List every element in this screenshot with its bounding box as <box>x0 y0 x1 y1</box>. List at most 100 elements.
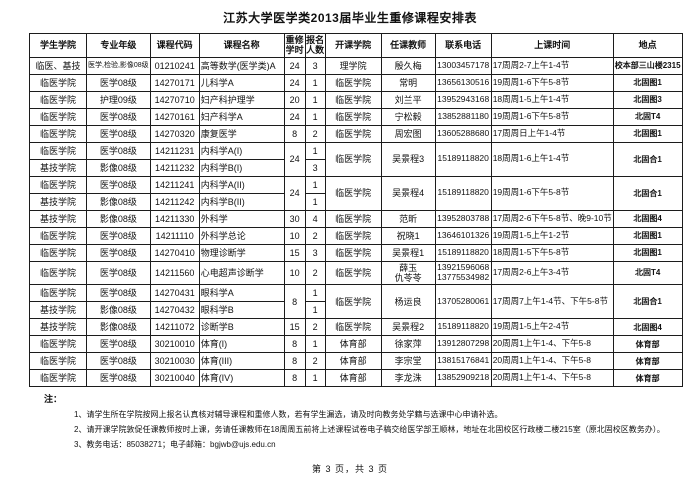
cell-enrollment-count: 2 <box>304 352 326 371</box>
cell-course-code: 14270320 <box>149 124 200 143</box>
cell-course-code: 14211560 <box>149 260 200 286</box>
cell-retake-hours: 24 <box>283 107 306 126</box>
table-row: 临医学院 医学08级 14270161 妇产科学A 24 1 临医学院 宁松毅 13852881… <box>29 107 683 126</box>
cell-course-code: 14270410 <box>149 243 200 262</box>
cell-location: 北固图4 <box>612 318 683 337</box>
table-row: 基技学院 影像08级 14211072 诊断学B 15 2 临医学院 吴景程2 15189118… <box>29 318 683 337</box>
cell-retake-hours: 8 <box>283 284 306 320</box>
cell-course-name: 体育(I) <box>198 335 285 354</box>
cell-phone: 15189118820 <box>434 175 492 211</box>
cell-course-code: 14211231 <box>149 141 200 160</box>
table-row: 临医学院 医学08级 14270431 眼科学A 8 1 临医学院 杨运良 1370528006… <box>29 284 683 320</box>
cell-retake-hours: 24 <box>283 73 306 92</box>
cell-student-college: 临医学院 <box>29 369 87 388</box>
cell-course-name: 物理诊断学 <box>198 243 285 262</box>
cell-teacher: 宁松毅 <box>380 107 436 126</box>
cell-phone: 13952943168 <box>434 90 492 109</box>
cell-phone: 13605288680 <box>434 124 492 143</box>
cell-student-college: 临医学院 <box>29 260 87 286</box>
cell-retake-hours: 20 <box>283 90 306 109</box>
cell-class-time: 17周周2-6上午3-4节 <box>490 260 614 286</box>
cell-student-college: 临医学院 <box>29 226 87 245</box>
cell-student-college: 基技学院 <box>29 192 87 211</box>
cell-major-grade: 医学08级 <box>86 352 151 371</box>
cell-course-name: 内科学A(II) <box>198 175 285 194</box>
cell-class-time: 17周周7上午1-4节、下午5-8节 <box>490 284 614 320</box>
table-row: 临医学院 医学08级 14270171 儿科学A 24 1 临医学院 常明 1365613051… <box>29 73 683 92</box>
cell-enrollment-count: 4 <box>304 209 326 228</box>
table-row: 临医、基技 医学,检验,影像08级 01210241 高等数学(医学类)A 24 3 理学院… <box>29 56 683 75</box>
cell-major-grade: 医学08级 <box>86 335 151 354</box>
cell-class-time: 19周周1-5上午1-2节 <box>490 226 614 245</box>
cell-enrollment-count: 1 <box>304 192 326 211</box>
cell-location: 北固图1 <box>612 226 683 245</box>
cell-teacher: 薛玉 仇苓苓 <box>380 260 436 286</box>
cell-enrollment-count: 2 <box>304 318 326 337</box>
cell-phone: 13852881180 <box>434 107 492 126</box>
cell-offering-college: 临医学院 <box>324 209 382 228</box>
cell-teacher: 范昕 <box>380 209 436 228</box>
cell-phone: 13921596068 13775534982 <box>434 260 492 286</box>
cell-major-grade: 医学08级 <box>86 226 151 245</box>
cell-retake-hours: 15 <box>283 243 306 262</box>
cell-offering-college: 临医学院 <box>324 175 382 211</box>
cell-course-code: 30210030 <box>149 352 200 371</box>
cell-offering-college: 临医学院 <box>324 260 382 286</box>
cell-class-time: 18周周1-5下午5-8节 <box>490 243 614 262</box>
cell-student-college: 临医学院 <box>29 352 87 371</box>
cell-teacher: 吴景程1 <box>380 243 436 262</box>
cell-phone: 13815176841 <box>434 352 492 371</box>
cell-retake-hours: 8 <box>283 369 306 388</box>
course-table: 学生学院 专业年级 课程代码 课程名称 重修 学时 报名 人数 开课学院 任课教师 联系电话 上课… <box>29 33 683 388</box>
cell-offering-college: 体育部 <box>324 369 382 388</box>
cell-major-grade: 影像08级 <box>86 318 151 337</box>
cell-retake-hours: 24 <box>283 56 306 75</box>
cell-class-time: 19周周1-6下午5-8节 <box>490 73 614 92</box>
cell-offering-college: 临医学院 <box>324 243 382 262</box>
cell-course-code: 14211241 <box>149 175 200 194</box>
cell-phone: 13852909218 <box>434 369 492 388</box>
cell-phone: 13003457178 <box>434 56 492 75</box>
table-row: 临医学院 医学08级 30210040 体育(IV) 8 1 体育部 李龙洙 138529092… <box>29 369 683 388</box>
cell-offering-college: 临医学院 <box>324 73 382 92</box>
cell-course-code: 14211232 <box>149 158 200 177</box>
cell-enrollment-count: 3 <box>304 158 326 177</box>
cell-student-college: 基技学院 <box>29 301 87 320</box>
table-row: 临医学院 医学08级 14270410 物理诊断学 15 3 临医学院 吴景程1 1518911… <box>29 243 683 262</box>
cell-location: 北固图4 <box>612 209 683 228</box>
cell-major-grade: 影像08级 <box>86 158 151 177</box>
cell-major-grade: 医学08级 <box>86 107 151 126</box>
cell-teacher: 吴景程3 <box>380 141 436 177</box>
cell-teacher: 李宗堂 <box>380 352 436 371</box>
cell-teacher: 吴景程2 <box>380 318 436 337</box>
cell-enrollment-count: 1 <box>304 369 326 388</box>
table-row: 临医学院 医学08级 14270320 康复医学 8 2 临医学院 周宏图 1360528868… <box>29 124 683 143</box>
header-teacher: 任课教师 <box>380 33 436 58</box>
table-header: 学生学院 专业年级 课程代码 课程名称 重修 学时 报名 人数 开课学院 任课教师 联系电话 上课… <box>29 33 683 58</box>
cell-location: 北固图3 <box>612 90 683 109</box>
cell-phone: 13656130516 <box>434 73 492 92</box>
header-class-time: 上课时间 <box>490 33 614 58</box>
header-enrollment-count: 报名 人数 <box>304 33 326 58</box>
table-header-row: 学生学院 专业年级 课程代码 课程名称 重修 学时 报名 人数 开课学院 任课教师 联系电话 上课… <box>29 33 683 58</box>
cell-offering-college: 体育部 <box>324 352 382 371</box>
cell-location: 校本部三山楼2315 <box>612 56 683 75</box>
cell-retake-hours: 8 <box>283 352 306 371</box>
cell-major-grade: 医学,检验,影像08级 <box>86 56 151 75</box>
header-retake-hours: 重修 学时 <box>283 33 306 58</box>
note-item-2: 2、请开课学院敦促任课教师按时上课，务请任课教师在18周周五前将上述课程试卷电子… <box>74 425 665 435</box>
cell-class-time: 17周周2-7上午1-4节 <box>490 56 614 75</box>
table-row: 临医学院 医学08级 30210010 体育(I) 8 1 体育部 徐家萍 1391280729… <box>29 335 683 354</box>
cell-retake-hours: 8 <box>283 335 306 354</box>
cell-enrollment-count: 3 <box>304 243 326 262</box>
cell-location: 北固合1 <box>612 284 683 320</box>
cell-teacher: 吴景程4 <box>380 175 436 211</box>
cell-course-name: 内科学B(I) <box>198 158 285 177</box>
cell-class-time: 19周周1-6下午5-8节 <box>490 175 614 211</box>
cell-enrollment-count: 1 <box>304 284 326 303</box>
cell-student-college: 临医学院 <box>29 90 87 109</box>
cell-teacher: 常明 <box>380 73 436 92</box>
cell-course-name: 外科学总论 <box>198 226 285 245</box>
cell-enrollment-count: 2 <box>304 124 326 143</box>
